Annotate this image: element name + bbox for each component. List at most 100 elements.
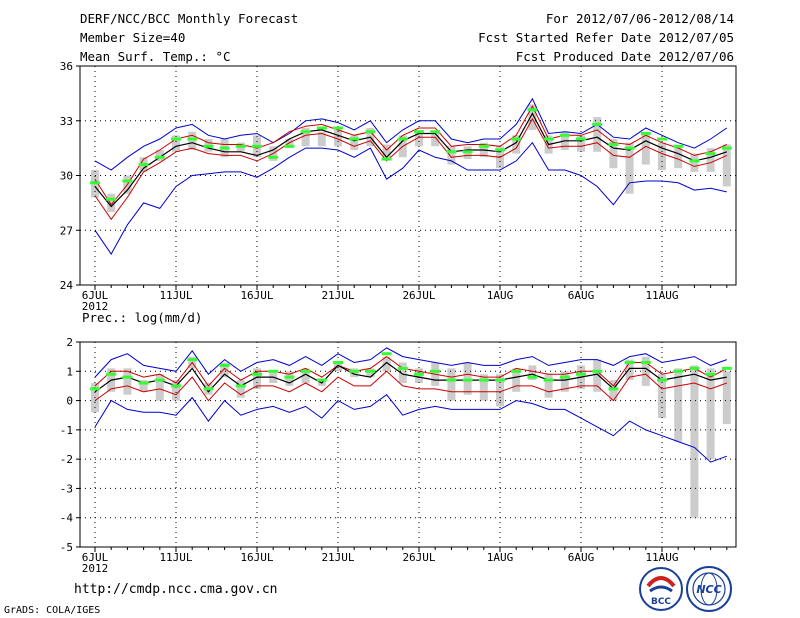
x-tick-label: 1AUG bbox=[487, 289, 514, 302]
series-min-line bbox=[94, 141, 727, 255]
spread-box bbox=[447, 368, 456, 401]
x-tick-label: 6AUG bbox=[568, 551, 595, 564]
spread-box bbox=[350, 135, 359, 150]
spread-box bbox=[690, 365, 699, 518]
x-tick-label: 11JUL bbox=[159, 551, 192, 564]
y-tick-label: 0 bbox=[66, 395, 73, 408]
plot-frame bbox=[79, 65, 737, 286]
x-tick-label: 6JUL bbox=[82, 551, 109, 564]
forecast-period: For 2012/07/06-2012/08/14 bbox=[545, 11, 734, 26]
chart-title: DERF/NCC/BCC Monthly Forecast bbox=[80, 11, 299, 26]
grads-credit: GrADS: COLA/IGES bbox=[4, 605, 101, 616]
x-tick-label: 26JUL bbox=[402, 289, 435, 302]
bcc-logo: BCC bbox=[639, 567, 683, 611]
y-tick-label: 30 bbox=[60, 170, 73, 183]
spread-box bbox=[139, 380, 148, 392]
spread-box bbox=[317, 131, 326, 147]
plot-frame bbox=[79, 341, 737, 548]
spread-box bbox=[496, 374, 504, 407]
y-tick-label: -4 bbox=[60, 512, 74, 525]
spread-box bbox=[560, 371, 569, 392]
series-max-line bbox=[94, 347, 727, 378]
y-tick-label: -2 bbox=[60, 453, 73, 466]
spread-box bbox=[593, 359, 602, 392]
y-tick-label: 1 bbox=[66, 365, 73, 378]
spread-box bbox=[528, 365, 537, 381]
spread-box bbox=[172, 135, 180, 152]
spread-box bbox=[512, 368, 521, 392]
spread-box bbox=[155, 149, 164, 161]
x-year-label: 2012 bbox=[82, 300, 109, 313]
series-max-line bbox=[94, 97, 728, 171]
spread-box bbox=[415, 129, 423, 147]
spread-box bbox=[188, 131, 197, 150]
spread-box bbox=[706, 368, 715, 460]
spread-box bbox=[155, 374, 164, 401]
series-mean-line bbox=[94, 112, 727, 208]
series-upper-line bbox=[94, 355, 728, 387]
spread-box bbox=[301, 368, 310, 383]
x-tick-label: 16JUL bbox=[240, 551, 273, 564]
bcc-logo-label: BCC bbox=[651, 597, 671, 607]
spread-box bbox=[382, 144, 391, 158]
spread-box bbox=[334, 129, 342, 147]
spread-box bbox=[220, 362, 229, 378]
spread-box bbox=[107, 193, 116, 212]
y-tick-label: 36 bbox=[60, 60, 73, 73]
x-tick-label: 6AUG bbox=[568, 289, 595, 302]
series-mean-line bbox=[94, 361, 727, 393]
spread-box bbox=[690, 153, 699, 172]
spread-box bbox=[253, 368, 261, 389]
x-tick-label: 11JUL bbox=[159, 289, 192, 302]
spread-box bbox=[123, 368, 132, 395]
spread-box bbox=[625, 359, 634, 381]
ncc-logo-label: NCC bbox=[696, 583, 721, 596]
x-tick-label: 6JUL bbox=[82, 289, 109, 302]
spread-box bbox=[447, 146, 456, 165]
x-year-label: 2012 bbox=[82, 562, 109, 575]
spread-box bbox=[544, 374, 553, 398]
spread-box bbox=[301, 128, 310, 147]
series-lower-line bbox=[94, 370, 727, 402]
spread-box bbox=[609, 139, 618, 169]
precip-title: Prec.: log(mm/d) bbox=[82, 310, 203, 325]
y-tick-label: 2 bbox=[66, 336, 73, 349]
spread-box bbox=[528, 104, 537, 130]
x-tick-label: 1AUG bbox=[487, 551, 514, 564]
x-tick-label: 11AUG bbox=[645, 551, 678, 564]
forecast-produced-date: Fcst Produced Date 2012/07/06 bbox=[515, 49, 734, 64]
x-tick-label: 11AUG bbox=[645, 289, 678, 302]
series-upper-line bbox=[94, 105, 728, 206]
spread-box bbox=[172, 380, 180, 401]
series-lower-line bbox=[94, 117, 728, 221]
variable-label: Mean Surf. Temp.: °C bbox=[80, 49, 231, 64]
y-tick-label: -5 bbox=[60, 541, 73, 554]
series-min-line bbox=[94, 394, 727, 463]
spread-box bbox=[512, 135, 521, 154]
source-url[interactable]: http://cmdp.ncc.cma.gov.cn bbox=[74, 582, 278, 597]
spread-box bbox=[577, 135, 585, 152]
x-tick-label: 26JUL bbox=[402, 551, 435, 564]
spread-box bbox=[382, 356, 391, 372]
spread-box bbox=[479, 374, 488, 401]
spread-box bbox=[674, 368, 683, 442]
spread-box bbox=[722, 371, 731, 424]
spread-box bbox=[706, 148, 715, 172]
spread-box bbox=[431, 131, 440, 147]
y-tick-label: 27 bbox=[60, 224, 73, 237]
y-tick-label: 33 bbox=[60, 115, 73, 128]
y-tick-label: -1 bbox=[60, 424, 73, 437]
spread-box bbox=[674, 146, 683, 169]
spread-box bbox=[398, 362, 407, 383]
forecast-start-date: Fcst Started Refer Date 2012/07/05 bbox=[478, 30, 734, 45]
y-tick-label: 24 bbox=[60, 279, 74, 292]
spread-box bbox=[722, 144, 731, 187]
member-size: Member Size=40 bbox=[80, 30, 186, 45]
logos: BCC NCC bbox=[639, 566, 732, 612]
x-tick-label: 16JUL bbox=[240, 289, 273, 302]
x-tick-label: 21JUL bbox=[321, 289, 354, 302]
spread-box bbox=[625, 142, 634, 194]
spread-box bbox=[334, 362, 342, 372]
ncc-logo: NCC bbox=[686, 566, 732, 612]
